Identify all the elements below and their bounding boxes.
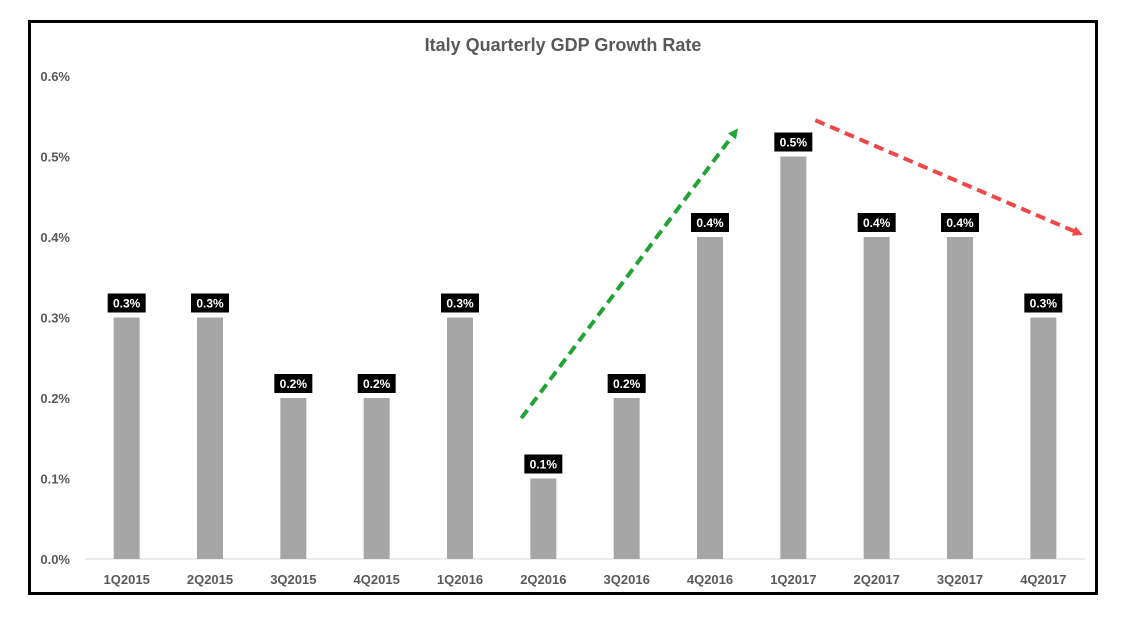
data-label-background bbox=[357, 374, 396, 393]
data-label: 0.3% bbox=[196, 297, 224, 311]
bar bbox=[947, 237, 973, 559]
x-tick-label: 4Q2017 bbox=[1020, 572, 1066, 587]
y-tick-label: 0.4% bbox=[40, 230, 70, 245]
data-label-background bbox=[1024, 293, 1063, 313]
x-tick-label: 2Q2015 bbox=[187, 572, 233, 587]
data-label-background bbox=[441, 293, 479, 313]
data-label-background bbox=[274, 374, 313, 393]
x-tick-label: 3Q2016 bbox=[604, 572, 650, 587]
y-tick-label: 0.6% bbox=[40, 69, 70, 84]
data-label: 0.4% bbox=[946, 216, 974, 230]
data-label: 0.3% bbox=[446, 297, 474, 311]
x-tick-label: 3Q2015 bbox=[270, 572, 316, 587]
bar bbox=[697, 237, 723, 559]
x-axis: 1Q2015 2Q2015 3Q2015 4Q2015 1Q2016 2Q2016 3Q20… bbox=[104, 572, 1067, 587]
x-tick-label: 1Q2015 bbox=[104, 572, 150, 587]
data-label: 0.5% bbox=[780, 136, 808, 150]
x-tick-label: 1Q2017 bbox=[770, 572, 816, 587]
data-label: 0.4% bbox=[696, 216, 724, 230]
x-tick-label: 3Q2017 bbox=[937, 572, 983, 587]
data-label-background bbox=[524, 454, 563, 474]
bar bbox=[613, 398, 640, 559]
bar bbox=[363, 398, 390, 559]
y-axis: 0.0% 0.1% 0.2% 0.3% 0.4% 0.5% 0.6% bbox=[40, 69, 70, 567]
data-label-background bbox=[774, 132, 813, 152]
data-label: 0.2% bbox=[613, 377, 641, 391]
bar bbox=[113, 317, 140, 559]
data-label: 0.2% bbox=[280, 377, 308, 391]
bar bbox=[197, 317, 223, 559]
x-tick-label: 1Q2016 bbox=[437, 572, 483, 587]
data-label-background bbox=[607, 374, 646, 393]
bar bbox=[447, 317, 473, 559]
y-tick-label: 0.5% bbox=[40, 150, 70, 165]
y-tick-label: 0.0% bbox=[40, 552, 70, 567]
y-tick-label: 0.3% bbox=[40, 311, 70, 326]
bar bbox=[530, 478, 557, 559]
data-label: 0.4% bbox=[863, 216, 891, 230]
data-label-background bbox=[941, 213, 979, 232]
data-label: 0.1% bbox=[530, 458, 558, 472]
bar bbox=[1030, 317, 1057, 559]
bar bbox=[280, 398, 307, 559]
data-label: 0.3% bbox=[113, 297, 141, 311]
y-tick-label: 0.1% bbox=[40, 472, 70, 487]
data-label-background bbox=[691, 213, 729, 232]
y-tick-label: 0.2% bbox=[40, 391, 70, 406]
up-trend-arrow bbox=[519, 128, 738, 420]
x-tick-label: 4Q2016 bbox=[687, 572, 733, 587]
x-tick-label: 2Q2017 bbox=[854, 572, 900, 587]
trend-arrows bbox=[519, 118, 1083, 420]
data-label: 0.3% bbox=[1030, 297, 1058, 311]
bar bbox=[780, 156, 807, 559]
bar bbox=[863, 237, 890, 559]
data-label: 0.2% bbox=[363, 377, 391, 391]
x-tick-label: 4Q2015 bbox=[354, 572, 400, 587]
x-tick-label: 2Q2016 bbox=[520, 572, 566, 587]
bars: 0.3% 0.3% 0.2% 0.2% 0.3% 0.1% 0.2% 0.4% 0.5% 0.4%… bbox=[107, 132, 1063, 559]
data-label-background bbox=[191, 293, 229, 313]
data-label-background bbox=[857, 213, 896, 232]
chart-title: Italy Quarterly GDP Growth Rate bbox=[425, 35, 702, 55]
data-label-background bbox=[107, 293, 146, 313]
